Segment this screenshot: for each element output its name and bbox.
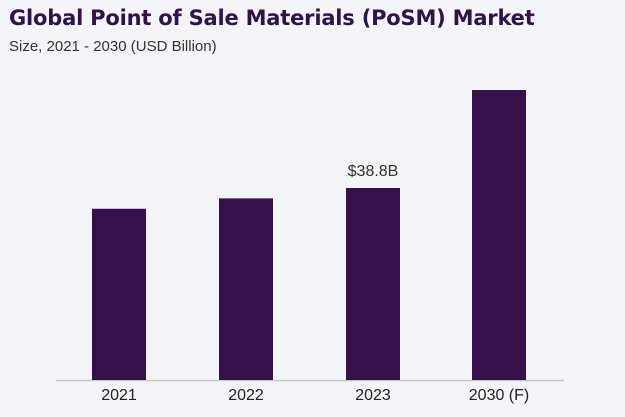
bar-2030-f (472, 90, 526, 380)
x-tick-label: 2023 (355, 387, 391, 404)
x-tick-label: 2021 (101, 387, 137, 404)
chart-subtitle: Size, 2021 - 2030 (USD Billion) (9, 38, 217, 55)
bar-2021 (92, 208, 146, 380)
x-tick-label: 2022 (228, 387, 264, 404)
data-label: $38.8B (348, 163, 399, 180)
bar-2022 (219, 198, 273, 380)
chart-title: Global Point of Sale Materials (PoSM) Ma… (9, 6, 535, 30)
x-tick-label: 2030 (F) (469, 387, 529, 404)
bar-2023 (346, 187, 400, 380)
